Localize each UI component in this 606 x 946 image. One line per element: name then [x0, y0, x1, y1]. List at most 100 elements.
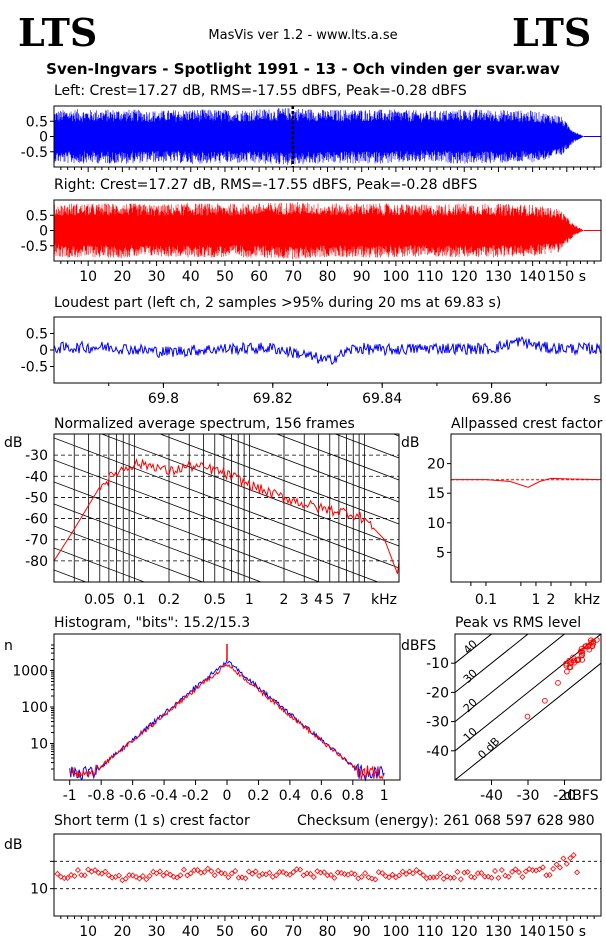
x-tick-label: s: [593, 391, 600, 407]
data-point: [225, 874, 232, 881]
x-tick-label: 90: [353, 924, 371, 940]
data-point: [420, 872, 427, 879]
y-tick-label: -70: [25, 533, 48, 549]
x-tick-label: 110: [417, 269, 444, 285]
y-tick-label: -0.5: [21, 360, 48, 376]
data-point: [542, 697, 548, 704]
data-point: [194, 867, 201, 873]
data-point: [372, 876, 379, 883]
data-point: [444, 873, 451, 880]
data-point: [502, 872, 509, 879]
data-point: [92, 867, 98, 874]
data-point: [570, 654, 576, 661]
data-point: [273, 872, 280, 879]
y-tick-label: 10: [30, 882, 48, 898]
plot-frame: [53, 316, 602, 384]
data-point: [105, 872, 112, 879]
data-point: [519, 874, 526, 880]
y-tick-label: 5: [436, 545, 445, 561]
histogram-trace-left: [69, 664, 228, 779]
x-tick-label: 7: [342, 592, 351, 608]
data-point: [85, 866, 92, 873]
slope-line: [54, 569, 87, 582]
data-point: [567, 855, 574, 862]
crest-diagonal-label: 40: [461, 637, 480, 656]
x-tick-label: 2: [547, 592, 556, 608]
slope-line: [54, 525, 204, 582]
x-tick-label: -0.2: [182, 788, 209, 804]
x-tick-label: 1: [245, 592, 254, 608]
y-tick-label: 0.5: [26, 327, 48, 343]
peak-rms-diagonals: 40 30 20 100 dB: [455, 634, 601, 780]
data-point: [546, 871, 553, 878]
x-tick-label: 60: [250, 269, 268, 285]
data-point: [555, 680, 561, 686]
data-point: [208, 868, 215, 875]
x-tick-label: 130: [485, 924, 512, 940]
left-waveform-chart: 0.50-0.5: [21, 105, 602, 172]
histogram-trace-right: [226, 660, 385, 782]
crest-diagonal: [455, 634, 566, 723]
x-tick-label: 20: [113, 924, 131, 940]
waveform-trace: [53, 108, 584, 165]
logo-right: LTS: [512, 10, 591, 55]
data-point: [536, 866, 543, 873]
data-point: [509, 868, 516, 875]
data-point: [74, 867, 81, 874]
histogram-chart: n 1000 100 10 -1 -0.8 -0.6 -0.4 -0.2 0 0.2 0.4 0.6 0.…: [4, 633, 401, 804]
data-point: [331, 874, 338, 881]
x-tick-label: 69.84: [362, 391, 402, 407]
right-waveform-title: Right: Crest=17.27 dB, RMS=-17.55 dBFS, …: [54, 177, 477, 193]
allpass-title: Allpassed crest factor: [451, 416, 603, 432]
data-point: [468, 873, 475, 880]
x-tick-label: -30: [517, 788, 540, 804]
data-point: [102, 868, 109, 875]
y-tick-label: -60: [25, 512, 48, 528]
plot-frame: [450, 433, 602, 583]
app-title: MasVis ver 1.2 - www.lts.a.se: [208, 28, 397, 43]
data-point: [293, 866, 300, 873]
data-point: [362, 870, 369, 877]
data-point: [586, 646, 593, 653]
x-tick-label: 40: [182, 269, 200, 285]
data-point: [440, 875, 447, 882]
x-tick-label: 50: [216, 269, 234, 285]
y-tick-label: 0.5: [26, 114, 48, 130]
data-point: [433, 874, 440, 881]
x-tick-label: 0.2: [158, 592, 180, 608]
data-point: [177, 872, 184, 879]
data-point: [505, 873, 512, 880]
y-tick-label: 0: [39, 343, 48, 359]
data-point: [249, 870, 256, 877]
short-crest-chart: dB 10 10 20 30 40 50 60 70 80 90 100 110 120 130 140 150…: [4, 833, 602, 940]
histogram-trace-left: [69, 658, 228, 781]
data-point: [574, 869, 581, 876]
data-point: [157, 868, 163, 875]
data-point: [221, 870, 228, 877]
y-tick-label: -0.5: [21, 239, 48, 255]
data-point: [71, 873, 78, 879]
data-point: [515, 869, 522, 876]
x-tick-label: 80: [319, 269, 337, 285]
data-point: [553, 861, 560, 868]
x-tick-label: -0.8: [88, 788, 115, 804]
data-point: [589, 642, 596, 649]
data-point: [160, 872, 167, 879]
data-point: [57, 873, 64, 880]
x-tick-label: 2: [280, 592, 289, 608]
data-point: [338, 869, 345, 876]
data-point: [174, 874, 181, 881]
y-tick-label: -10: [426, 656, 449, 672]
data-point: [588, 637, 594, 644]
data-point: [399, 868, 406, 875]
data-point: [575, 656, 582, 663]
crest-diagonal-label: 30: [461, 667, 480, 686]
data-point: [136, 875, 143, 882]
data-point: [481, 873, 488, 880]
x-tick-label: 90: [353, 269, 371, 285]
data-point: [451, 874, 457, 881]
x-axis-unit: kHz: [371, 592, 397, 608]
checksum-text: Checksum (energy): 261 068 597 628 980: [297, 813, 595, 829]
crest-diagonal-label: 0 dB: [475, 735, 502, 762]
